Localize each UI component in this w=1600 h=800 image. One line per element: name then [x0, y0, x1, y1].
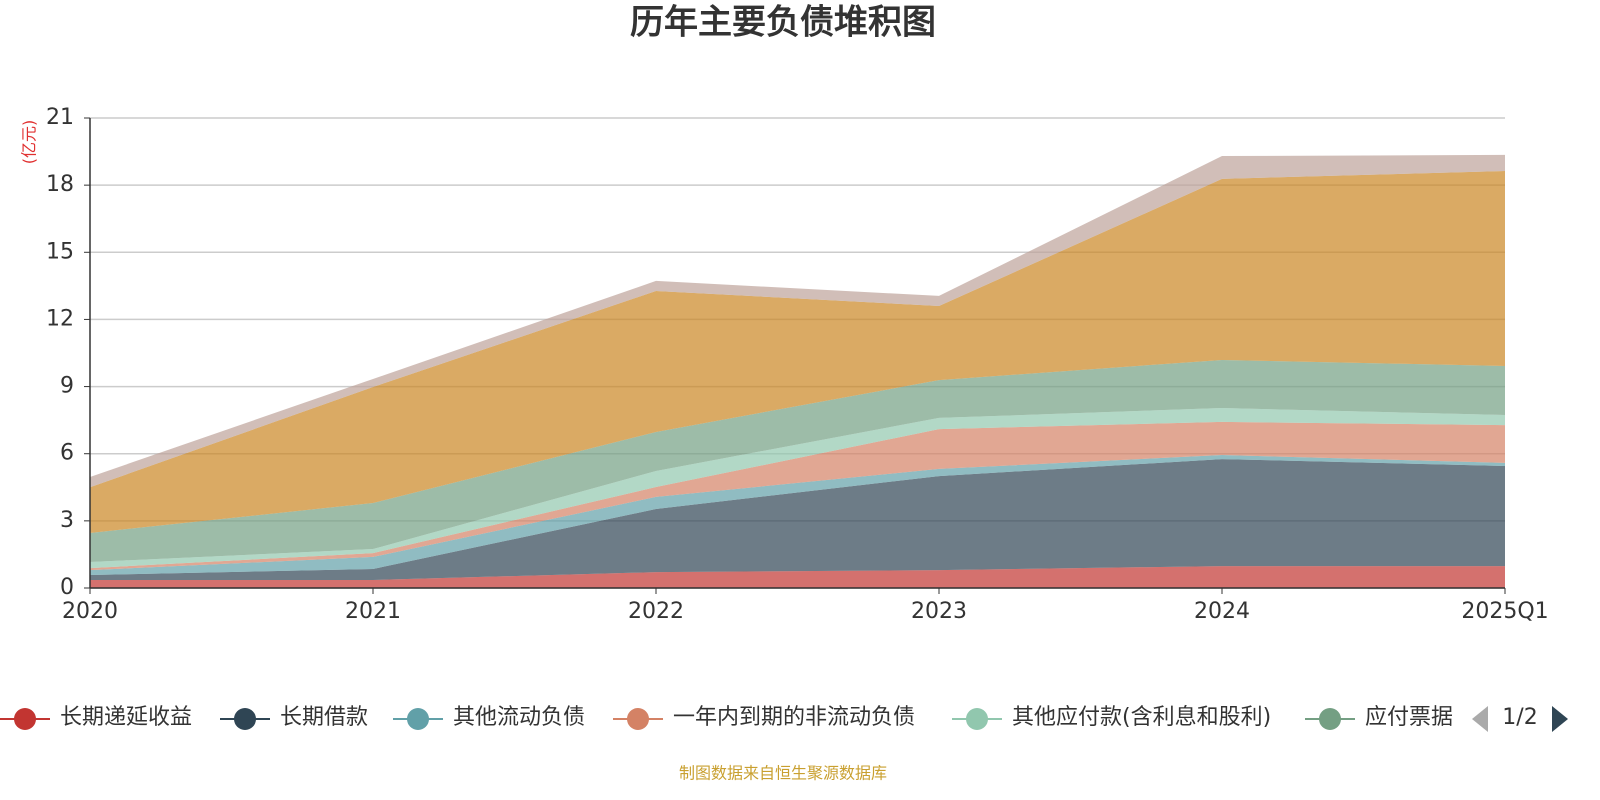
x-tick-label: 2023: [911, 599, 967, 624]
x-tick-label: 2022: [628, 599, 684, 624]
y-tick-label: 9: [60, 374, 74, 399]
legend-label[interactable]: 长期递延收益: [60, 705, 192, 730]
legend-marker: [407, 708, 429, 730]
area: [90, 455, 1505, 576]
y-tick-label: 18: [46, 172, 74, 197]
y-tick-label: 3: [60, 508, 74, 533]
y-unit: (亿元): [20, 120, 39, 165]
legend-label[interactable]: 长期借款: [280, 705, 368, 730]
area: [90, 566, 1505, 588]
legend-marker: [14, 708, 36, 730]
chart-title: 历年主要负债堆积图: [630, 3, 936, 43]
x-tick-label: 2020: [62, 599, 118, 624]
legend-label[interactable]: 一年内到期的非流动负债: [673, 705, 915, 730]
legend-marker: [234, 708, 256, 730]
legend-label[interactable]: 其他流动负债: [453, 705, 585, 730]
area: [90, 421, 1505, 571]
legend-marker: [1319, 708, 1341, 730]
y-tick-label: 21: [46, 105, 74, 130]
legend-page: 1/2: [1502, 705, 1537, 730]
legend-marker: [966, 708, 988, 730]
x-tick-label: 2024: [1194, 599, 1250, 624]
legend-next[interactable]: [1552, 706, 1568, 732]
y-tick-label: 0: [60, 575, 74, 600]
y-tick-label: 15: [46, 239, 74, 264]
area: [90, 459, 1505, 580]
legend: 长期递延收益 长期借款 其他流动负债 一年内到期的非流动负债 其他应付款(含利息和股利)…: [0, 705, 1453, 730]
y-tick-label: 12: [46, 306, 74, 331]
x-tick-label: 2021: [345, 599, 401, 624]
legend-marker: [627, 708, 649, 730]
legend-label[interactable]: 其他应付款(含利息和股利): [1012, 705, 1271, 730]
legend-label[interactable]: 应付票据: [1365, 705, 1453, 730]
x-tick-label: 2025Q1: [1461, 599, 1548, 624]
source-note: 制图数据来自恒生聚源数据库: [679, 764, 887, 783]
area: [90, 171, 1505, 533]
y-tick-label: 6: [60, 441, 74, 466]
area: [90, 359, 1505, 563]
legend-prev[interactable]: [1472, 706, 1488, 732]
